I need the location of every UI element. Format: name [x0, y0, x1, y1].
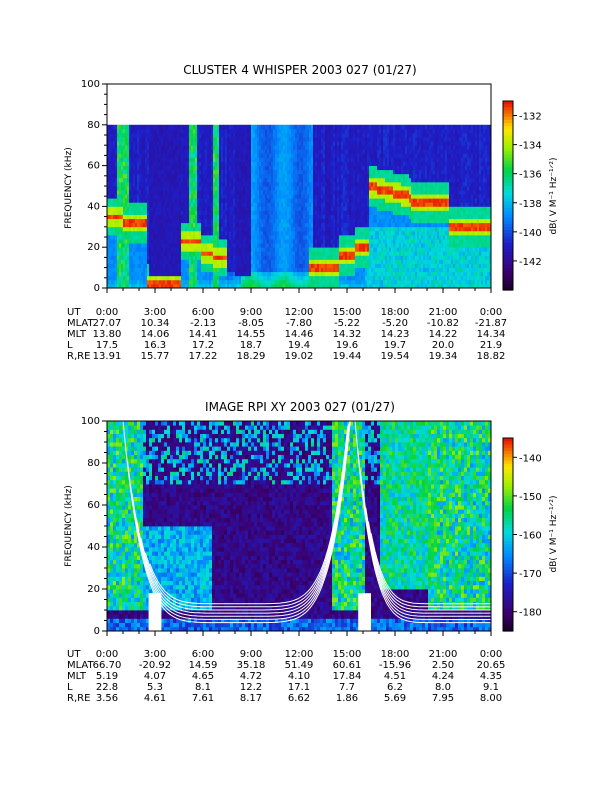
- spectrogram: [107, 125, 491, 289]
- panel-cluster: CLUSTER 4 WHISPER 2003 027 (01/27) FREQU…: [64, 63, 559, 362]
- chart-title: CLUSTER 4 WHISPER 2003 027 (01/27): [183, 63, 416, 77]
- y-axis-label: FREQUENCY (kHz): [64, 147, 74, 228]
